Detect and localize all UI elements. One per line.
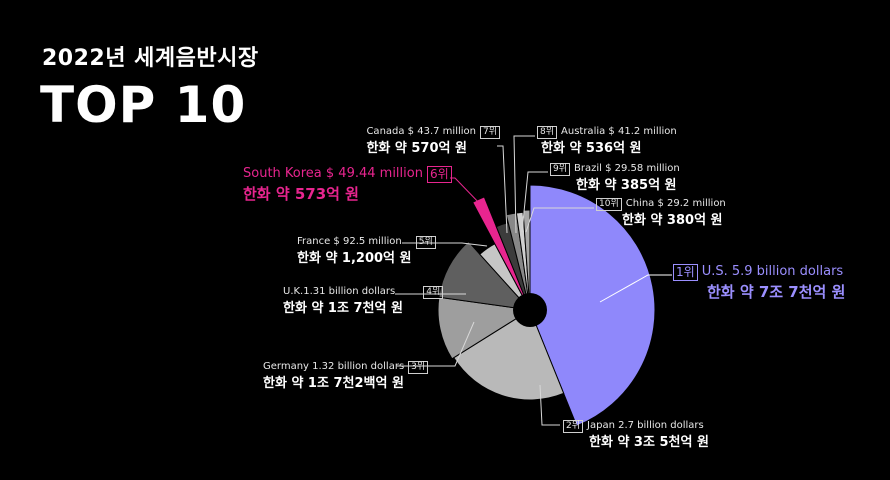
- leader-line-u-s-: [599, 274, 672, 303]
- chart-title: TOP 10: [40, 76, 247, 134]
- leader-line-france: [402, 242, 488, 247]
- pie-slice-china: [522, 209, 531, 311]
- label-brazil: 9위 Brazil $ 29.58 million 한화 약 385억 원: [550, 163, 680, 194]
- pie-slice-south-korea: [472, 196, 531, 311]
- label-germany: Germany 1.32 billion dollars 3위 한화 약 1조 7…: [263, 361, 429, 392]
- leader-line-australia: [513, 135, 535, 234]
- leader-line-germany: [397, 321, 475, 367]
- label-canada: Canada $ 43.7 million 7위 한화 약 570억 원: [366, 126, 500, 157]
- label-south-korea: South Korea $ 49.44 million 6위 한화 약 573억 …: [243, 166, 452, 204]
- label-china: 10위 China $ 29.2 million 한화 약 380억 원: [596, 198, 726, 229]
- pie-slice-u-k-: [438, 240, 532, 311]
- label-japan: 2위 Japan 2.7 billion dollars 한화 약 3조 5천억 …: [563, 420, 709, 451]
- label-australia: 8위 Australia $ 41.2 million 한화 약 536억 원: [537, 126, 677, 157]
- leader-line-japan: [539, 384, 560, 426]
- label-uk: U.K.1.31 billion dollars 4위 한화 약 1조 7천억 원: [283, 286, 444, 317]
- pie-slice-u-s-: [529, 184, 656, 427]
- pie-slice-japan: [453, 309, 565, 401]
- label-us: 1위 U.S. 5.9 billion dollars 한화 약 7조 7천억 원: [673, 264, 845, 302]
- leader-line-south-korea: [450, 177, 485, 209]
- label-france: France $ 92.5 million 5위 한화 약 1,200억 원: [297, 236, 436, 267]
- leader-line-canada: [497, 145, 508, 234]
- leader-line-china: [525, 207, 594, 233]
- pie-center-hole: [513, 293, 547, 327]
- leader-line-brazil: [521, 171, 548, 233]
- chart-subtitle: 2022년 세계음반시장: [42, 46, 259, 71]
